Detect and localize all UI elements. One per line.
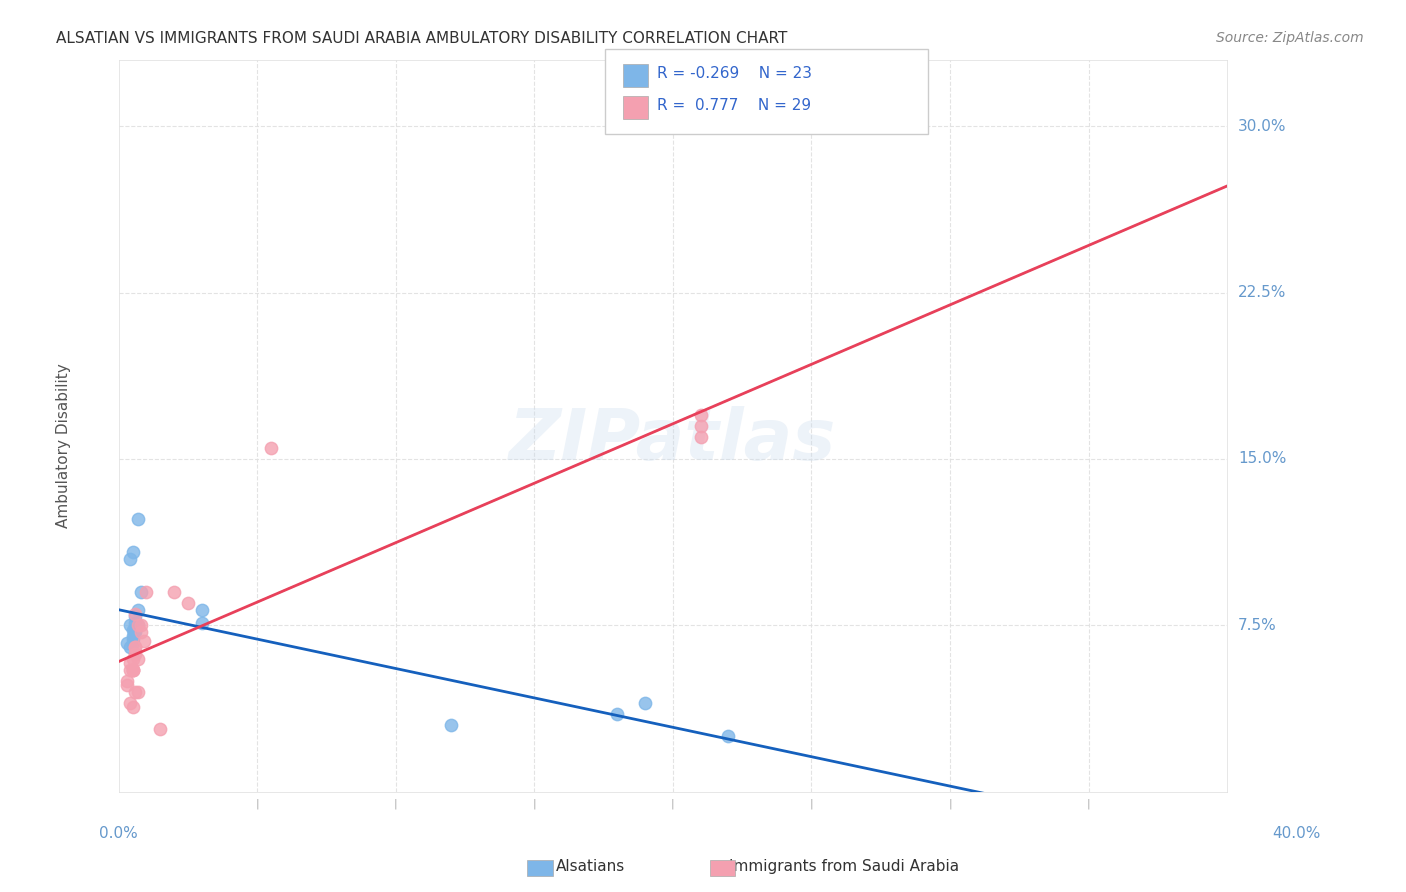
Point [121, 663, 143, 677]
Point [127, 603, 149, 617]
Point [127, 618, 149, 632]
Point [689, 418, 711, 433]
Point [191, 603, 214, 617]
Point [121, 663, 143, 677]
Point [135, 585, 157, 599]
Text: Immigrants from Saudi Arabia: Immigrants from Saudi Arabia [728, 859, 959, 874]
Point [121, 629, 143, 643]
Point [124, 623, 146, 637]
Point [260, 441, 283, 455]
Point [124, 607, 146, 622]
Text: |: | [256, 798, 259, 809]
Point [121, 663, 143, 677]
Text: |: | [948, 798, 952, 809]
Text: |: | [533, 798, 536, 809]
Point [115, 636, 138, 650]
Point [717, 729, 740, 743]
Point [127, 618, 149, 632]
Text: 22.5%: 22.5% [1239, 285, 1286, 300]
Text: |: | [1087, 798, 1090, 809]
Point [132, 633, 155, 648]
Point [124, 624, 146, 639]
Point [129, 585, 152, 599]
Point [118, 640, 141, 655]
Point [191, 615, 214, 630]
Point [121, 623, 143, 637]
Text: |: | [394, 798, 398, 809]
Point [124, 615, 146, 630]
Point [118, 696, 141, 710]
Text: 0.0%: 0.0% [100, 826, 138, 841]
Text: Alsatians: Alsatians [555, 859, 626, 874]
Text: ALSATIAN VS IMMIGRANTS FROM SAUDI ARABIA AMBULATORY DISABILITY CORRELATION CHART: ALSATIAN VS IMMIGRANTS FROM SAUDI ARABIA… [56, 31, 787, 46]
Text: R =  0.777    N = 29: R = 0.777 N = 29 [657, 98, 811, 112]
Point [124, 640, 146, 655]
Point [118, 618, 141, 632]
Point [124, 647, 146, 661]
Text: 15.0%: 15.0% [1239, 451, 1286, 467]
Text: Ambulatory Disability: Ambulatory Disability [56, 364, 72, 528]
Point [149, 723, 172, 737]
Point [129, 618, 152, 632]
Point [121, 632, 143, 646]
Point [177, 596, 200, 610]
Point [124, 640, 146, 655]
Point [606, 706, 628, 721]
Text: |: | [671, 798, 675, 809]
Point [121, 700, 143, 714]
Point [124, 685, 146, 699]
Point [634, 696, 657, 710]
Point [118, 656, 141, 670]
Text: 7.5%: 7.5% [1239, 618, 1277, 632]
Text: 30.0%: 30.0% [1239, 119, 1286, 134]
Text: ZIPatlas: ZIPatlas [509, 406, 837, 475]
Point [163, 585, 186, 599]
Point [689, 408, 711, 422]
Point [127, 512, 149, 526]
Point [115, 678, 138, 692]
Point [118, 551, 141, 566]
Text: |: | [810, 798, 813, 809]
Point [121, 636, 143, 650]
Point [118, 663, 141, 677]
Point [127, 685, 149, 699]
Point [124, 609, 146, 624]
Text: 40.0%: 40.0% [1272, 826, 1320, 841]
Text: Source: ZipAtlas.com: Source: ZipAtlas.com [1216, 31, 1364, 45]
Point [115, 673, 138, 688]
Text: R = -0.269    N = 23: R = -0.269 N = 23 [657, 66, 811, 80]
Point [121, 651, 143, 665]
Point [689, 430, 711, 444]
Point [121, 545, 143, 559]
Point [129, 624, 152, 639]
Point [440, 718, 463, 732]
Point [127, 651, 149, 665]
